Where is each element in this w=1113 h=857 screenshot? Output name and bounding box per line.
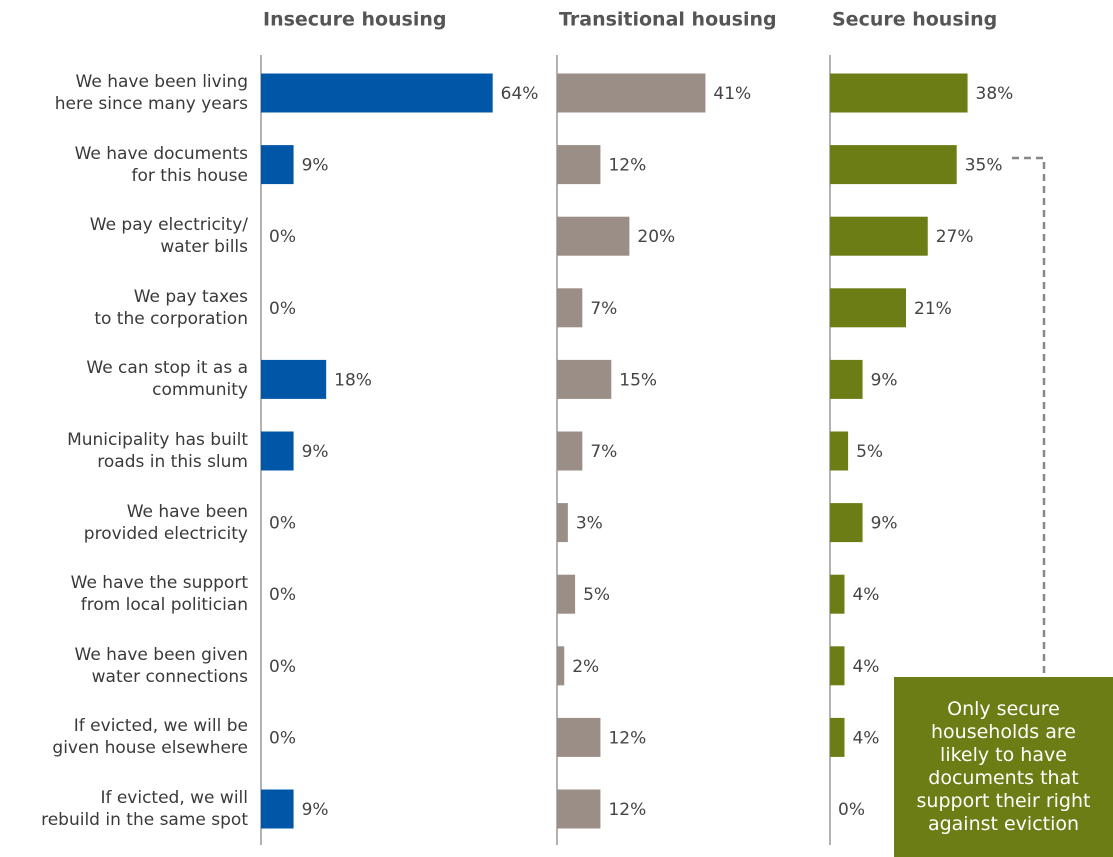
- bar: [830, 145, 957, 185]
- value-label: 0%: [269, 514, 296, 534]
- bar: [557, 717, 601, 757]
- value-label: 0%: [269, 299, 296, 319]
- bar: [830, 717, 845, 757]
- annotation: Only secure households are likely to hav…: [894, 677, 1113, 857]
- value-label: 15%: [619, 370, 657, 390]
- value-label: 0%: [269, 657, 296, 677]
- bar: [557, 646, 565, 686]
- bar: [557, 288, 583, 328]
- value-label: 64%: [501, 84, 539, 104]
- value-label: 0%: [269, 728, 296, 748]
- value-label: 5%: [856, 442, 883, 462]
- bar: [261, 431, 294, 471]
- bar: [261, 789, 294, 829]
- value-label: 20%: [637, 227, 675, 247]
- value-label: 18%: [334, 370, 372, 390]
- panel-title: Insecure housing: [263, 9, 447, 31]
- bar: [557, 359, 612, 399]
- value-label: 41%: [713, 84, 751, 104]
- category-label: We pay electricity/ water bills: [89, 215, 248, 258]
- category-label: We have the support from local politicia…: [70, 573, 248, 616]
- category-label: We have documents for this house: [74, 143, 248, 186]
- value-label: 0%: [269, 227, 296, 247]
- bar: [261, 359, 327, 399]
- connector: [1012, 156, 1046, 677]
- category-label: If evicted, we will rebuild in the same …: [41, 788, 248, 830]
- value-label: 7%: [590, 442, 617, 462]
- panel-title: Secure housing: [832, 9, 997, 31]
- category-label: We have been given water connections: [74, 644, 249, 687]
- value-label: 9%: [871, 514, 898, 534]
- bar: [261, 145, 294, 185]
- bar: [830, 288, 907, 328]
- bar: [557, 216, 630, 256]
- bar: [557, 574, 576, 614]
- value-label: 9%: [302, 800, 329, 820]
- bar: [261, 73, 493, 113]
- bar: [557, 73, 706, 113]
- bar: [557, 789, 601, 829]
- bar: [830, 73, 968, 113]
- bar: [830, 646, 845, 686]
- value-label: 4%: [852, 657, 879, 677]
- value-label: 12%: [608, 728, 646, 748]
- value-label: 21%: [914, 299, 952, 319]
- panel-title: Transitional housing: [559, 9, 777, 31]
- category-label: We can stop it as a community: [86, 358, 248, 401]
- value-label: 7%: [590, 299, 617, 319]
- category-label: If evicted, we will be given house elsew…: [52, 716, 248, 759]
- category-label: Municipality has built roads in this slu…: [67, 430, 248, 472]
- value-label: 4%: [852, 585, 879, 605]
- value-label: 0%: [838, 800, 865, 820]
- bar: [830, 216, 928, 256]
- bar: [830, 503, 863, 543]
- category-label: We pay taxes to the corporation: [94, 286, 248, 329]
- bar: [557, 503, 568, 543]
- bar: [830, 574, 845, 614]
- value-label: 38%: [976, 84, 1014, 104]
- value-label: 4%: [852, 728, 879, 748]
- value-label: 9%: [302, 156, 329, 176]
- value-label: 9%: [302, 442, 329, 462]
- value-label: 9%: [871, 370, 898, 390]
- value-label: 3%: [576, 514, 603, 534]
- value-label: 35%: [965, 156, 1003, 176]
- value-label: 12%: [608, 800, 646, 820]
- category-label: We have been provided electricity: [83, 501, 248, 544]
- category-label: We have been living here since many year…: [54, 72, 248, 114]
- value-label: 5%: [583, 585, 610, 605]
- value-label: 0%: [269, 585, 296, 605]
- value-label: 2%: [572, 657, 599, 677]
- bar: [557, 145, 601, 185]
- bar: [557, 431, 583, 471]
- value-label: 27%: [936, 227, 974, 247]
- bar: [830, 359, 863, 399]
- value-label: 12%: [608, 156, 646, 176]
- bar: [830, 431, 849, 471]
